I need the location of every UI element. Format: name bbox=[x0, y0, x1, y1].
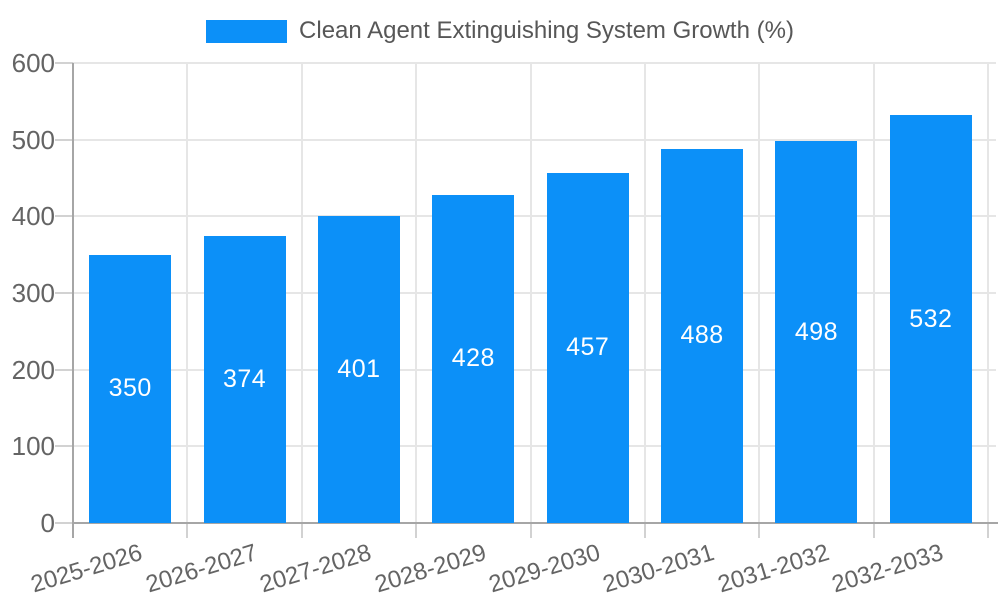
y-tick bbox=[55, 62, 73, 64]
y-gridline bbox=[73, 138, 996, 141]
x-axis-label: 2031-2032 bbox=[714, 539, 833, 599]
x-axis-label: 2029-2030 bbox=[485, 539, 604, 599]
x-tick bbox=[643, 523, 646, 538]
x-tick bbox=[872, 523, 875, 538]
x-axis-label: 2027-2028 bbox=[256, 539, 375, 599]
x-axis-label: 2028-2029 bbox=[371, 539, 489, 599]
x-axis-label: 2030-2031 bbox=[600, 539, 718, 599]
y-gridline bbox=[73, 62, 996, 64]
bar-value-label: 532 bbox=[909, 304, 953, 333]
bar[interactable]: 374 bbox=[203, 236, 286, 523]
bar-value-label: 498 bbox=[794, 317, 839, 346]
bar[interactable]: 428 bbox=[432, 194, 515, 523]
y-tick bbox=[55, 138, 73, 141]
x-tick bbox=[529, 523, 532, 538]
y-gridline bbox=[73, 445, 996, 448]
y-tick bbox=[55, 368, 73, 371]
bar[interactable]: 457 bbox=[546, 172, 629, 523]
y-axis-label: 200 bbox=[11, 354, 55, 385]
x-gridline bbox=[529, 63, 532, 523]
y-tick bbox=[55, 292, 73, 294]
y-gridline bbox=[73, 292, 996, 294]
x-tick bbox=[300, 523, 303, 538]
bar[interactable]: 488 bbox=[661, 148, 744, 523]
y-gridline bbox=[73, 215, 996, 218]
y-tick bbox=[55, 522, 73, 524]
y-axis-label: 300 bbox=[11, 278, 55, 308]
x-axis-label: 2032-2033 bbox=[828, 539, 947, 599]
bar[interactable]: 350 bbox=[89, 254, 172, 523]
x-axis-label: 2025-2026 bbox=[28, 539, 146, 599]
y-axis-label: 600 bbox=[11, 48, 55, 78]
x-axis-line bbox=[73, 522, 998, 524]
legend[interactable]: Clean Agent Extinguishing System Growth … bbox=[0, 17, 1000, 45]
y-tick bbox=[55, 445, 73, 448]
x-tick bbox=[987, 523, 989, 538]
x-gridline bbox=[186, 63, 189, 523]
bar[interactable]: 532 bbox=[889, 115, 972, 523]
y-axis-label: 500 bbox=[11, 124, 55, 155]
x-gridline bbox=[643, 63, 646, 523]
bar[interactable]: 498 bbox=[775, 141, 858, 523]
y-axis-label: 100 bbox=[11, 431, 55, 462]
y-tick bbox=[55, 215, 73, 218]
bar-value-label: 488 bbox=[680, 321, 724, 350]
bar-value-label: 457 bbox=[566, 333, 610, 362]
y-axis-label: 400 bbox=[11, 201, 55, 232]
bar-value-label: 428 bbox=[451, 344, 495, 373]
y-gridline bbox=[73, 368, 996, 371]
plot-area: 350 374 401 428 457 488 498 532 bbox=[55, 62, 998, 538]
legend-swatch bbox=[206, 19, 288, 43]
y-axis-label: 0 bbox=[40, 508, 55, 538]
x-tick bbox=[758, 523, 761, 538]
x-gridline bbox=[300, 63, 303, 523]
x-gridline bbox=[415, 63, 418, 523]
x-gridline bbox=[872, 63, 875, 523]
legend-label: Clean Agent Extinguishing System Growth … bbox=[299, 17, 794, 44]
x-tick bbox=[415, 523, 418, 538]
bar-value-label: 374 bbox=[222, 365, 267, 394]
x-gridline bbox=[987, 63, 989, 523]
x-gridline bbox=[758, 63, 761, 523]
bar-value-label: 350 bbox=[108, 374, 152, 403]
x-tick bbox=[186, 523, 189, 538]
y-axis-line bbox=[72, 63, 74, 538]
bar[interactable]: 401 bbox=[317, 215, 400, 523]
bar-value-label: 401 bbox=[337, 354, 381, 383]
x-axis-label: 2026-2027 bbox=[142, 539, 261, 599]
